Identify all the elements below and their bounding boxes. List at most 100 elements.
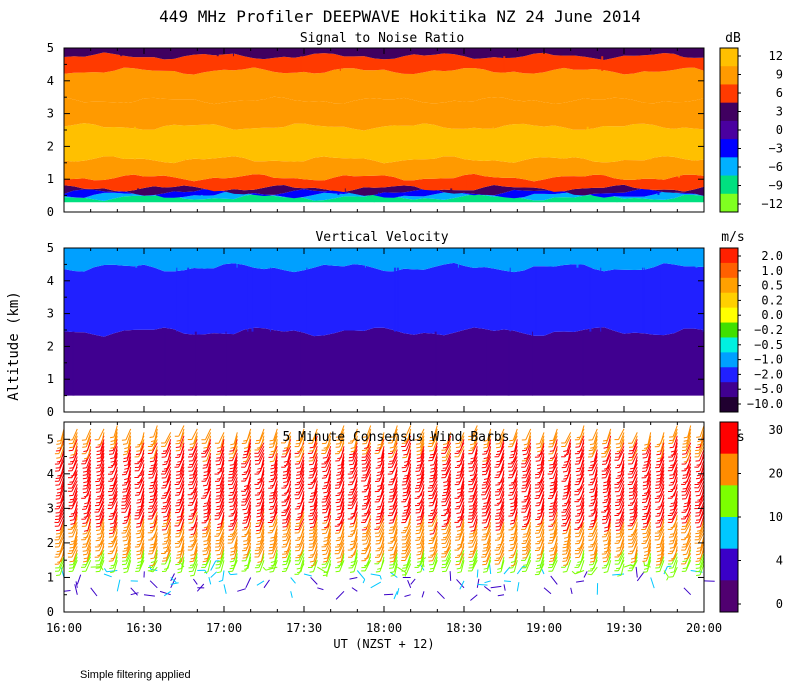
- wind-barb-flag: [375, 522, 381, 525]
- wind-barb: [594, 484, 598, 497]
- wind-barb-flag: [270, 491, 275, 494]
- wind-barb-flag: [670, 526, 675, 529]
- wind-barb: [340, 480, 345, 493]
- wind-barb-flag: [297, 554, 302, 557]
- wind-barb-flag: [230, 550, 235, 553]
- wind-barb: [327, 560, 332, 572]
- wind-barb: [540, 497, 545, 510]
- wind-barb: [116, 579, 121, 592]
- wind-barb-flag: [389, 567, 394, 569]
- wind-barb-flag: [444, 512, 449, 515]
- wind-barb: [153, 518, 158, 531]
- wind-barb-flag: [482, 571, 488, 573]
- wind-barb-flag: [563, 536, 569, 539]
- wind-barb-flag: [56, 440, 62, 442]
- wind-barb: [538, 466, 545, 479]
- wind-barb: [72, 432, 78, 444]
- wind-barb-flag: [602, 557, 607, 559]
- wind-barb: [313, 560, 318, 572]
- wind-barb-flag: [177, 561, 182, 564]
- time-tick-label: 18:00: [366, 621, 402, 635]
- wind-barb-flag: [643, 567, 649, 570]
- wind-barb: [553, 446, 558, 458]
- wind-barb-flag: [577, 547, 582, 550]
- wind-barb-flag: [202, 467, 207, 469]
- wind-barb: [259, 518, 265, 531]
- wind-barb-flag: [364, 495, 369, 498]
- wind-barb: [127, 439, 132, 452]
- wind-barb-flag: [656, 443, 661, 446]
- wind-barb-flag: [657, 457, 662, 460]
- wind-barb-flag: [644, 447, 649, 449]
- wind-barb-flag: [403, 526, 409, 529]
- wind-barb: [631, 449, 638, 461]
- wind-barb-flag: [69, 519, 74, 521]
- velocity-y-tick-label: 4: [47, 274, 54, 288]
- wind-barb: [284, 445, 292, 458]
- wind-barb: [514, 549, 518, 562]
- wind-barb-flag: [403, 453, 408, 456]
- wind-barb-flag: [336, 543, 341, 546]
- wind-barb: [499, 518, 505, 531]
- wind-barb: [312, 522, 318, 534]
- wind-barb: [460, 480, 465, 493]
- wind-barb: [113, 432, 118, 445]
- wind-barb-flag: [416, 460, 421, 463]
- wind-barb: [73, 511, 78, 524]
- snr-streak: [373, 197, 375, 203]
- wind-barb: [673, 470, 678, 483]
- wind-barb: [86, 473, 92, 486]
- wind-barb-flag: [150, 443, 155, 446]
- wind-barb: [87, 446, 92, 459]
- wind-barb-flag: [522, 519, 527, 521]
- wind-barb-flag: [362, 543, 367, 545]
- wind-barb: [407, 449, 412, 462]
- snr-streak: [378, 192, 380, 195]
- wind-barb-flag: [537, 540, 542, 543]
- wind-barb: [393, 508, 398, 520]
- wind-barb: [354, 549, 358, 562]
- wind-barb-flag: [83, 495, 88, 498]
- wind-barb: [659, 466, 665, 479]
- wind-barb-flag: [617, 474, 622, 477]
- wind-barb: [73, 508, 78, 520]
- wind-barb: [659, 515, 665, 527]
- wind-barb: [391, 490, 398, 503]
- wind-barb: [444, 442, 452, 454]
- wind-barb: [646, 515, 652, 527]
- snr-streak: [515, 192, 518, 195]
- wind-barb: [660, 501, 665, 514]
- wind-barb: [127, 560, 132, 572]
- wind-barb: [432, 539, 438, 551]
- wind-barb: [367, 435, 372, 448]
- wind-barb: [192, 560, 198, 572]
- wind-barb-flag: [56, 460, 61, 463]
- wind-barb: [420, 442, 425, 455]
- wind-barb: [285, 553, 292, 565]
- wind-barb: [591, 566, 598, 576]
- wind-barb-flag: [576, 488, 581, 491]
- wind-barb: [540, 542, 545, 555]
- wind-barb: [234, 553, 238, 566]
- wind-barb: [86, 477, 92, 489]
- wind-barb: [219, 473, 225, 486]
- wind-barb-flag: [683, 557, 689, 560]
- wind-barb-flag: [309, 457, 314, 459]
- wind-barb: [232, 477, 238, 489]
- wind-barb: [327, 484, 332, 496]
- wind-barb: [566, 546, 572, 558]
- wind-barb-flag: [227, 570, 231, 575]
- wind-barb: [420, 553, 425, 566]
- wind-barb-flag: [109, 453, 114, 455]
- wind-barb-flag: [603, 571, 608, 574]
- wind-barb: [153, 511, 158, 524]
- wind-barb: [273, 463, 278, 476]
- wind-barb: [299, 480, 305, 493]
- wind-barb: [232, 490, 238, 503]
- wind-barb: [380, 477, 385, 490]
- wind-barb: [179, 463, 185, 475]
- wind-barb: [524, 456, 532, 468]
- wind-barb: [685, 559, 692, 572]
- wind-barb: [484, 546, 492, 558]
- wind-barb-flag: [669, 505, 674, 507]
